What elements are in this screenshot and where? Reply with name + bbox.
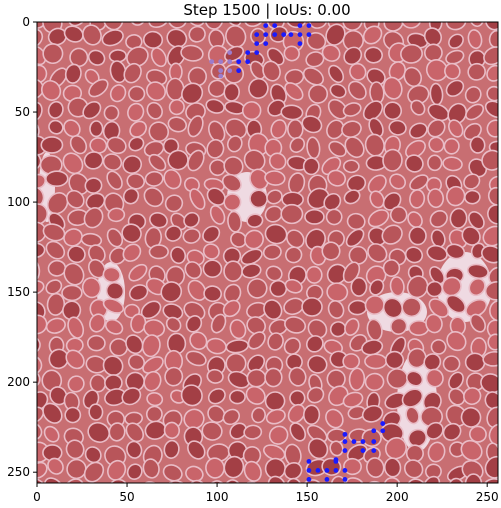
prediction-point: [342, 439, 348, 444]
y-tick-label: 250: [7, 465, 30, 479]
prediction-point: [380, 421, 386, 426]
prediction-point: [263, 41, 269, 47]
prediction-point: [351, 439, 357, 444]
prediction-point: [342, 467, 348, 473]
x-tick-label: 200: [386, 490, 409, 504]
prediction-point: [371, 428, 377, 434]
prediction-point: [227, 50, 233, 56]
prediction-point: [263, 32, 269, 38]
prediction-point: [380, 428, 386, 434]
prediction-point: [315, 467, 321, 473]
prediction-point: [227, 68, 233, 74]
prediction-point: [342, 431, 348, 437]
prediction-point: [263, 23, 269, 29]
x-tick-label: 250: [476, 490, 499, 504]
prediction-point: [254, 41, 260, 47]
prediction-point: [272, 32, 278, 38]
y-tick-label: 100: [7, 195, 30, 209]
prediction-point: [297, 23, 303, 29]
prediction-point: [245, 50, 251, 56]
prediction-point: [218, 68, 224, 74]
prediction-point: [288, 32, 294, 38]
prediction-point: [360, 448, 366, 453]
y-tick-label: 50: [15, 105, 30, 119]
prediction-point: [342, 448, 348, 453]
y-tick-label: 0: [22, 15, 30, 29]
prediction-point: [254, 50, 260, 56]
prediction-point: [306, 476, 312, 482]
x-axis: 0 50 100 150 200 250: [33, 483, 499, 504]
x-tick-label: 100: [206, 490, 229, 504]
prediction-point: [333, 458, 339, 464]
prediction-point: [245, 59, 251, 65]
prediction-point: [360, 439, 366, 444]
y-tick-label: 150: [7, 285, 30, 299]
prediction-point: [371, 448, 377, 453]
prediction-point: [297, 32, 303, 38]
prediction-point: [218, 59, 224, 65]
prediction-point: [236, 68, 242, 74]
prediction-point: [306, 458, 312, 464]
prediction-point: [236, 59, 242, 65]
chart-title: Step 1500 | IoUs: 0.00: [183, 1, 350, 19]
prediction-point: [272, 23, 278, 29]
point-overlay: [209, 23, 386, 482]
prediction-point: [333, 467, 339, 473]
prediction-point: [324, 476, 330, 482]
y-tick-label: 200: [7, 375, 30, 389]
prediction-point: [227, 59, 233, 65]
plot-frame: [36, 21, 499, 484]
prediction-point: [306, 467, 312, 473]
prediction-point: [306, 32, 312, 38]
tissue-image: [37, 22, 498, 483]
prediction-point: [342, 476, 348, 482]
y-axis: 0 50 100 150 200 250: [7, 15, 37, 479]
x-tick-label: 150: [296, 490, 319, 504]
prediction-point: [297, 41, 303, 47]
prediction-point: [281, 32, 287, 38]
prediction-point: [306, 23, 312, 29]
prediction-point: [209, 59, 215, 65]
x-tick-label: 0: [33, 490, 41, 504]
prediction-point: [254, 32, 260, 38]
prediction-point: [218, 73, 224, 79]
prediction-point: [371, 439, 377, 444]
x-tick-label: 50: [119, 490, 134, 504]
prediction-point: [324, 467, 330, 473]
